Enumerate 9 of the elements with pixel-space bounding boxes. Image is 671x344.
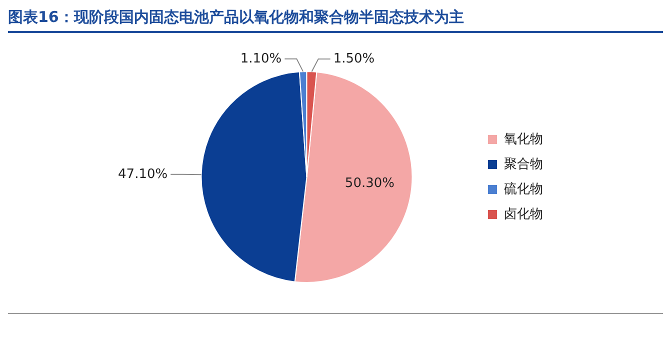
data-label: 1.50% (333, 51, 375, 66)
legend-label: 卤化物 (504, 206, 543, 222)
data-label: 47.10% (118, 166, 168, 182)
legend-label: 硫化物 (504, 182, 543, 197)
data-label: 50.30% (344, 176, 394, 191)
legend-label: 聚合物 (504, 156, 543, 172)
chart-title: 图表16：现阶段国内固态电池产品以氧化物和聚合物半固态技术为主 (8, 8, 663, 33)
legend-label: 氧化物 (504, 132, 543, 147)
data-label: 1.10% (240, 51, 282, 66)
